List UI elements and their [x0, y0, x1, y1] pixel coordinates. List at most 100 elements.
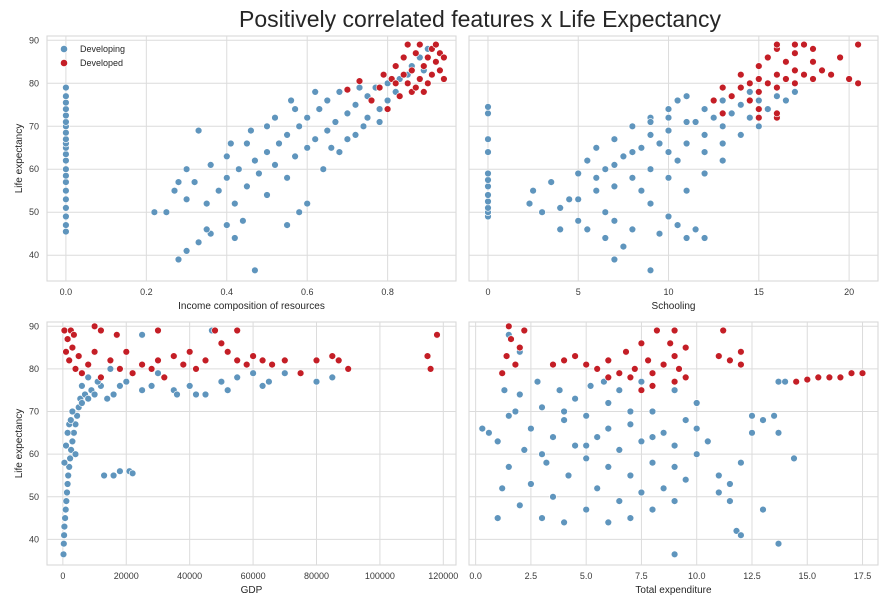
chart-2-point	[154, 369, 162, 377]
chart-1-plot-area	[468, 35, 879, 282]
chart-1-point	[809, 75, 817, 83]
chart-3-point	[582, 505, 590, 514]
chart-1-point	[682, 118, 691, 126]
chart-0-point	[327, 144, 335, 152]
chart-2-y-tick-label: 40	[29, 534, 39, 544]
chart-0-point	[440, 75, 448, 83]
chart-0-point	[283, 221, 291, 229]
chart-3-point	[604, 463, 612, 471]
chart-1-point	[619, 152, 628, 161]
chart-2-point	[100, 471, 108, 480]
chart-1-point	[484, 169, 492, 178]
chart-1-point	[818, 66, 826, 75]
chart-2-point	[60, 326, 69, 335]
chart-1-series-developed	[709, 40, 862, 122]
chart-0-point	[174, 255, 183, 264]
chart-1-point	[718, 96, 727, 105]
chart-3-point	[681, 373, 690, 382]
chart-3-point	[692, 424, 701, 433]
chart-3-point	[715, 352, 723, 360]
chart-3-point	[692, 450, 701, 458]
chart-3-point	[626, 407, 635, 416]
chart-2-y-tick-label: 60	[29, 449, 39, 459]
chart-3-point	[836, 373, 845, 382]
chart-1-point	[827, 70, 835, 79]
chart-3-point	[626, 420, 635, 428]
chart-3-point	[478, 424, 486, 433]
chart-1-point	[800, 40, 808, 49]
chart-3-point	[792, 378, 800, 386]
chart-0-point	[283, 131, 291, 139]
chart-3-point	[737, 360, 745, 369]
chart-0-point	[263, 122, 271, 131]
chart-1-point	[809, 58, 817, 66]
chart-3-point	[626, 471, 635, 480]
chart-0-point	[263, 148, 271, 156]
chart-3-point	[659, 484, 668, 492]
chart-1-point	[718, 122, 727, 131]
chart-0-point	[190, 178, 199, 186]
chart-2-point	[63, 335, 72, 343]
chart-0-point	[62, 204, 70, 212]
chart-3-series-developed	[498, 322, 867, 394]
chart-3-point	[748, 412, 756, 420]
chart-0-point	[416, 75, 424, 83]
chart-1-point	[484, 197, 492, 206]
chart-1-point	[746, 96, 754, 105]
chart-3-point	[781, 378, 789, 386]
chart-1-point	[619, 242, 628, 251]
chart-1-point	[854, 40, 862, 49]
chart-1-point	[637, 187, 646, 195]
chart-3-point	[604, 424, 612, 433]
chart-2-y-tick-label: 90	[29, 321, 39, 331]
chart-0-point	[203, 199, 211, 208]
chart-1-point	[601, 165, 609, 173]
chart-0-point	[355, 77, 364, 85]
chart-1-point	[484, 191, 492, 199]
chart-1-point	[791, 88, 799, 96]
chart-1-point	[628, 174, 637, 182]
chart-0-y-tick-label: 80	[29, 78, 39, 88]
chart-2-point	[63, 488, 71, 497]
chart-0-point	[295, 208, 303, 216]
chart-0-point	[303, 144, 311, 152]
chart-1-point	[700, 234, 709, 242]
chart-0-y-tick-label: 60	[29, 164, 39, 174]
chart-3-point	[715, 488, 723, 497]
chart-3-point	[571, 395, 579, 403]
chart-3-point	[748, 429, 756, 437]
chart-0-point	[343, 85, 352, 94]
chart-3-point	[571, 441, 579, 450]
chart-2-point	[60, 531, 68, 539]
chart-3-point	[648, 459, 657, 467]
chart-3-point	[737, 348, 745, 356]
chart-3-x-tick-label: 17.5	[854, 571, 872, 581]
chart-1-point	[484, 109, 492, 118]
chart-3-point	[560, 416, 568, 424]
chart-1-point	[529, 187, 537, 195]
chart-3-point	[659, 360, 668, 369]
chart-1-point	[610, 161, 619, 169]
chart-0-point	[416, 40, 424, 49]
chart-1-point	[610, 217, 619, 225]
chart-0-x-tick-label: 0.4	[221, 287, 234, 297]
chart-0-point	[404, 40, 412, 49]
chart-1-point	[673, 156, 682, 165]
chart-1-point	[646, 118, 655, 126]
chart-1-point	[574, 195, 582, 204]
chart-3-point	[631, 365, 639, 373]
chart-0-point	[291, 105, 299, 113]
chart-3-point	[615, 386, 623, 394]
chart-2-x-tick-label: 40000	[177, 571, 202, 581]
chart-2-point	[70, 331, 78, 339]
chart-0-point	[62, 212, 70, 221]
chart-2-point	[60, 522, 69, 531]
chart-0-y-tick-label: 70	[29, 121, 39, 131]
chart-0-point	[303, 199, 311, 208]
chart-2-point	[62, 441, 70, 450]
chart-0-point	[412, 49, 420, 57]
chart-1-point	[592, 174, 600, 182]
chart-3-point	[498, 369, 506, 377]
chart-1-point	[755, 96, 763, 105]
